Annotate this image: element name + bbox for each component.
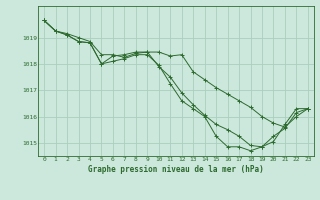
X-axis label: Graphe pression niveau de la mer (hPa): Graphe pression niveau de la mer (hPa): [88, 165, 264, 174]
